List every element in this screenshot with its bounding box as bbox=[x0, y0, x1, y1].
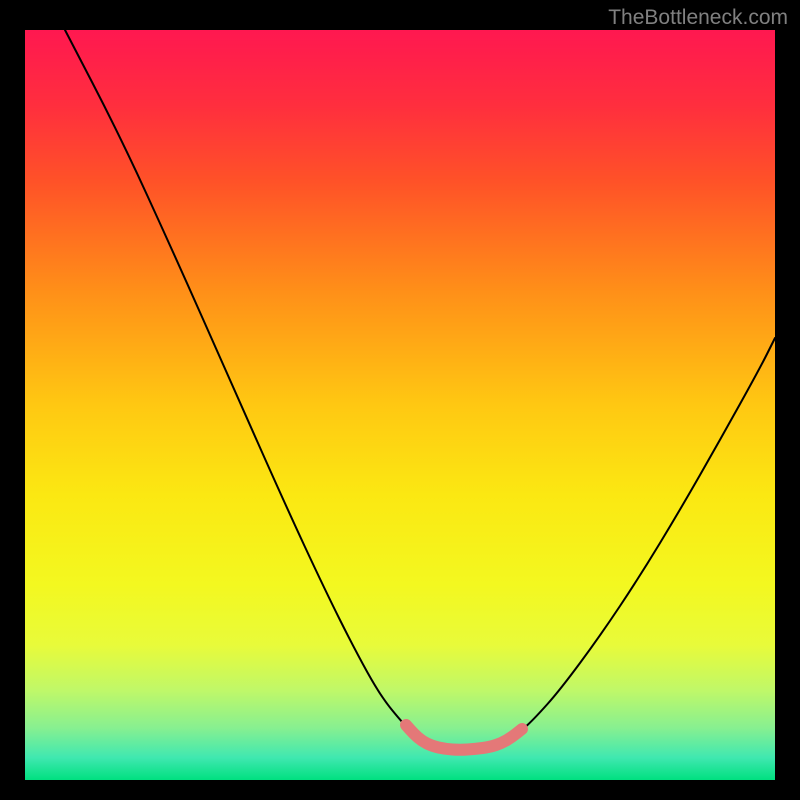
plot-background bbox=[25, 30, 775, 780]
border-bottom bbox=[0, 780, 800, 800]
border-right bbox=[775, 0, 800, 800]
border-left bbox=[0, 0, 25, 800]
bottleneck-chart: TheBottleneck.com bbox=[0, 0, 800, 800]
watermark-text: TheBottleneck.com bbox=[608, 6, 788, 30]
chart-svg bbox=[0, 0, 800, 800]
